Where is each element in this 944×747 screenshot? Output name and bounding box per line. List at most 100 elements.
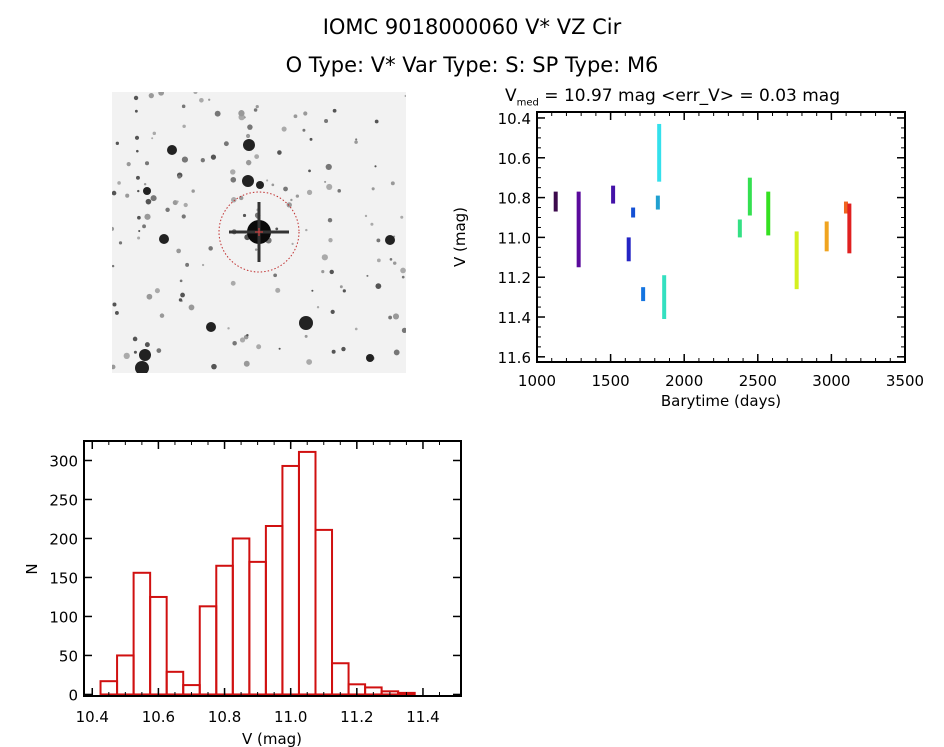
histogram-bar <box>116 654 135 696</box>
star <box>138 229 141 233</box>
x-tick-label: 1000 <box>518 372 556 390</box>
star <box>137 189 140 193</box>
star <box>254 248 258 251</box>
bright-star <box>159 234 169 244</box>
object-title: IOMC 9018000060 V* VZ Cir <box>322 15 622 39</box>
lightcurve-points <box>626 237 631 262</box>
star <box>342 289 346 293</box>
star <box>247 124 253 130</box>
star <box>316 306 320 309</box>
star <box>114 310 119 315</box>
star <box>355 138 358 141</box>
star <box>295 194 300 198</box>
star <box>208 246 213 251</box>
star <box>277 150 282 155</box>
lightcurve-points <box>847 203 852 254</box>
star <box>306 359 313 365</box>
lightcurve-points <box>641 287 646 302</box>
star <box>133 95 139 101</box>
vmed-subscript: med <box>516 97 539 109</box>
x-tick-label: 1500 <box>592 372 630 390</box>
star <box>321 270 325 274</box>
star <box>327 217 333 223</box>
y-tick-label: 150 <box>49 569 78 587</box>
y-tick-label: 300 <box>49 452 78 470</box>
histogram-bar <box>281 464 300 696</box>
aperture-circle <box>218 191 300 273</box>
bright-star <box>242 175 254 187</box>
star <box>181 156 189 163</box>
star <box>375 283 382 290</box>
x-tick-label: 11.2 <box>340 708 373 726</box>
x-tick-label: 11.0 <box>274 708 307 726</box>
lightcurve-points <box>576 191 581 268</box>
star <box>388 315 393 320</box>
star <box>308 169 311 173</box>
y-tick-label: 10.6 <box>498 150 531 168</box>
star <box>137 236 141 240</box>
x-tick-label: 3500 <box>886 372 924 390</box>
star <box>325 163 332 171</box>
star <box>118 241 123 245</box>
y-tick-label: 250 <box>49 491 78 509</box>
star <box>242 213 247 218</box>
star <box>306 189 313 196</box>
histogram-bar <box>248 560 267 696</box>
star <box>214 110 221 117</box>
star <box>275 227 279 231</box>
lightcurve-points <box>553 191 558 212</box>
star <box>331 349 336 354</box>
star <box>366 274 369 277</box>
star <box>231 197 237 203</box>
star <box>112 190 117 196</box>
star <box>371 187 375 191</box>
star <box>302 128 306 132</box>
star <box>341 346 346 352</box>
star <box>271 183 275 187</box>
star <box>364 214 368 218</box>
histogram-axes-box <box>83 440 462 697</box>
lightcurve-title-rest: = 10.97 mag <err_V> = 0.03 mag <box>538 86 841 106</box>
star <box>156 348 162 353</box>
star <box>137 215 141 220</box>
star <box>179 279 183 283</box>
lightcurve-points <box>631 207 636 218</box>
star <box>254 154 260 159</box>
lightcurve-points <box>737 219 742 238</box>
star <box>152 131 157 136</box>
lightcurve-points <box>824 221 829 252</box>
bright-star <box>206 322 216 332</box>
target-crosshair <box>255 228 263 236</box>
star <box>256 344 262 350</box>
y-tick-label: 10.8 <box>498 190 531 208</box>
bright-star <box>256 181 264 189</box>
lightcurve-points <box>611 185 616 204</box>
y-tick-label: 0 <box>68 686 78 704</box>
histogram-bar <box>331 662 350 696</box>
star <box>376 258 381 263</box>
star <box>245 159 252 166</box>
lightcurve-points <box>766 191 771 236</box>
star <box>112 226 115 231</box>
histogram-bar <box>132 571 152 696</box>
star <box>392 261 397 265</box>
star <box>374 165 377 168</box>
star <box>181 104 186 109</box>
x-tick-label: 10.8 <box>208 708 241 726</box>
star <box>324 180 327 183</box>
star <box>211 363 217 370</box>
star <box>281 126 287 132</box>
histogram-bar <box>149 595 168 696</box>
bright-star <box>143 187 151 195</box>
y-tick-label: 100 <box>49 608 78 626</box>
star <box>354 140 358 144</box>
star <box>354 327 358 331</box>
star <box>200 158 205 163</box>
star <box>329 269 334 275</box>
star <box>389 258 393 261</box>
star <box>199 97 204 103</box>
bright-star <box>385 235 395 245</box>
star <box>112 364 116 370</box>
star <box>246 334 249 337</box>
